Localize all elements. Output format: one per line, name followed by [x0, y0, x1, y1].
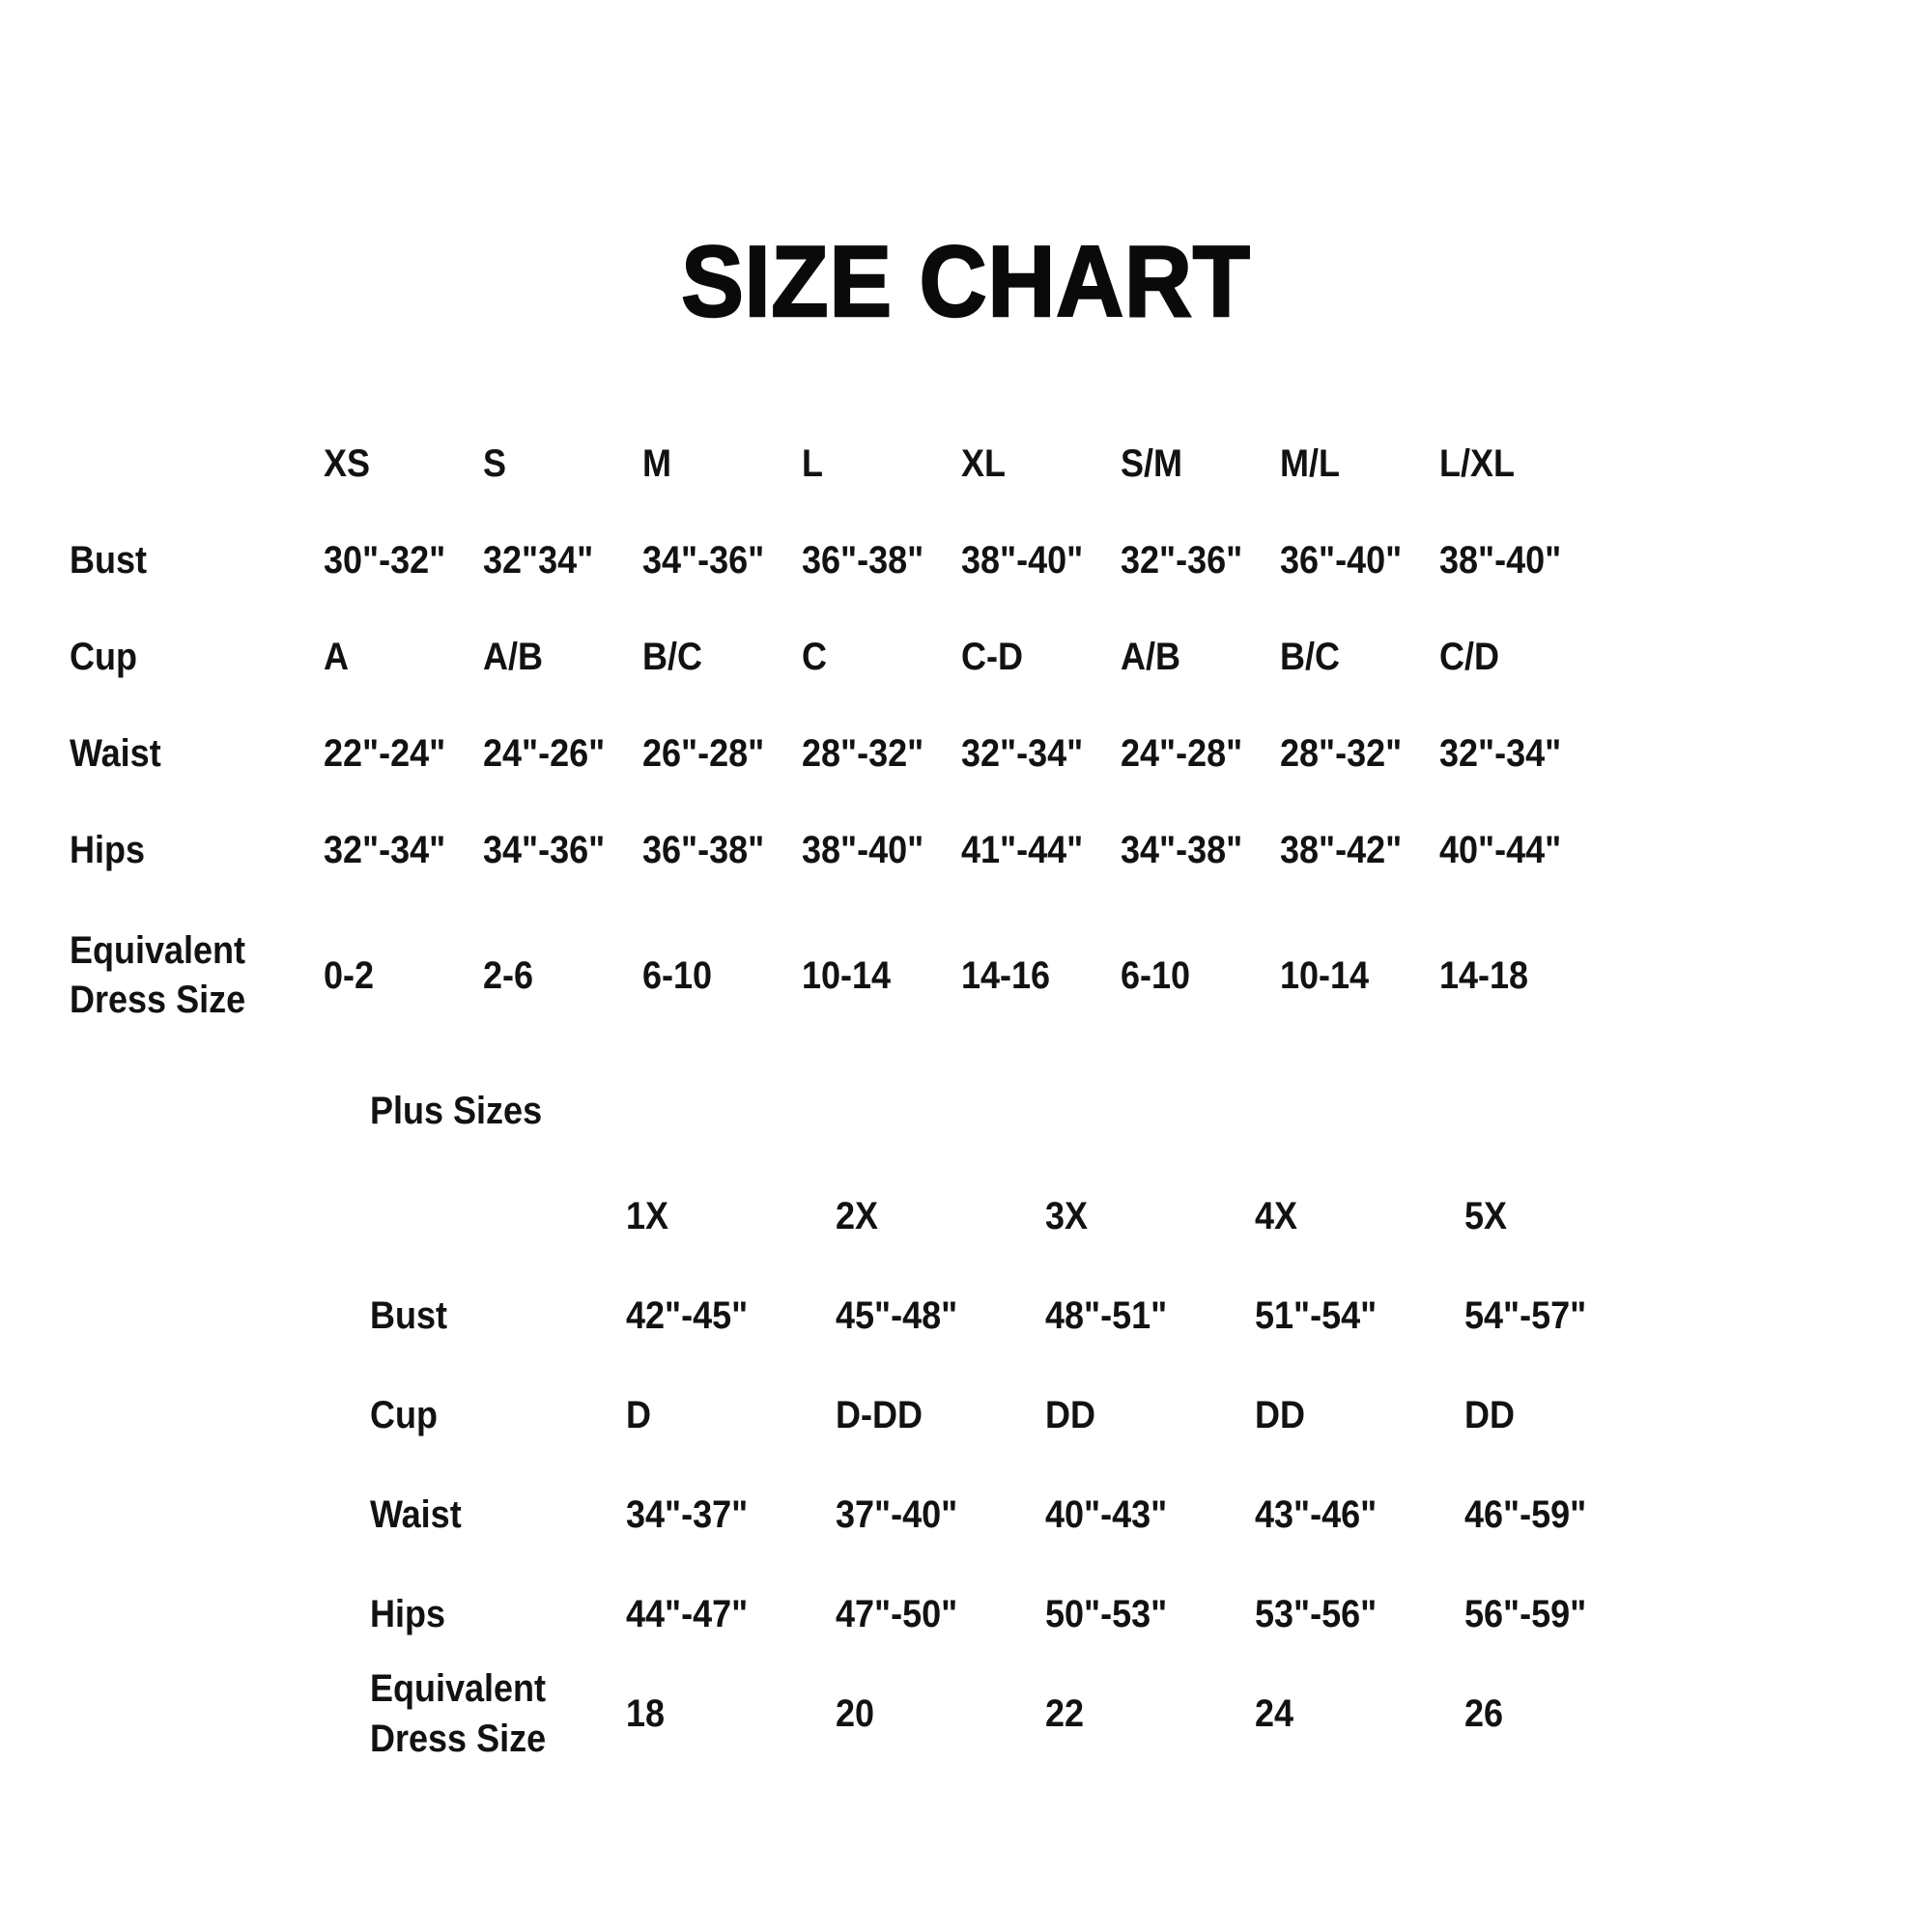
table-cell: 34"-36" [483, 828, 606, 871]
table-cell: 6-10 [642, 953, 713, 997]
table-cell: 54"-57" [1464, 1294, 1587, 1337]
plus-sizes-table: 1X 2X 3X 4X 5X Bust 42"-45" 45"-48" 48"-51" 51"-5… [370, 1167, 1674, 1764]
column-header-xs: XS [324, 441, 371, 485]
column-header-xl: XL [961, 441, 1007, 485]
row-label-hips: Hips [370, 1593, 446, 1635]
row-label-equivalent-dress-size: Equivalent Dress Size [370, 1664, 601, 1764]
table-cell: 42"-45" [626, 1294, 749, 1337]
table-cell: 40"-43" [1045, 1493, 1168, 1536]
table-cell: 14-18 [1439, 953, 1529, 997]
table-cell: 28"-32" [802, 731, 924, 775]
column-header-2x: 2X [836, 1195, 879, 1237]
row-label-hips: Hips [70, 828, 146, 871]
table-cell: C [802, 635, 828, 678]
table-cell: B/C [1280, 635, 1341, 678]
table-cell: C-D [961, 635, 1023, 678]
plus-sizes-label: Plus Sizes [370, 1090, 543, 1132]
table-cell: 38"-40" [961, 538, 1084, 582]
table-cell: 43"-46" [1255, 1493, 1378, 1536]
table-cell: 36"-38" [802, 538, 924, 582]
column-header-m: M [642, 441, 671, 485]
table-cell: 34"-36" [642, 538, 765, 582]
row-label-equivalent-dress-size: Equivalent Dress Size [70, 898, 298, 1053]
table-cell: 50"-53" [1045, 1593, 1168, 1635]
table-cell: 38"-40" [802, 828, 924, 871]
table-cell: 10-14 [802, 953, 892, 997]
table-cell: 41"-44" [961, 828, 1084, 871]
table-cell: 48"-51" [1045, 1294, 1168, 1337]
row-label-bust: Bust [370, 1294, 448, 1337]
table-cell: 53"-56" [1255, 1593, 1378, 1635]
row-label-line: Equivalent [70, 928, 246, 972]
page-title: SIZE CHART [680, 225, 1251, 338]
table-cell: DD [1045, 1394, 1096, 1436]
table-cell: 32"34" [483, 538, 594, 582]
table-cell: 14-16 [961, 953, 1051, 997]
table-cell: 10-14 [1280, 953, 1370, 997]
page-title-container: SIZE CHART [0, 164, 1932, 399]
table-cell: A [324, 635, 350, 678]
table-cell: 32"-36" [1121, 538, 1243, 582]
table-cell: 24 [1255, 1692, 1294, 1735]
column-header-3x: 3X [1045, 1195, 1089, 1237]
column-header-m-l: M/L [1280, 441, 1340, 485]
table-cell: 38"-40" [1439, 538, 1562, 582]
column-header-l-xl: L/XL [1439, 441, 1516, 485]
row-label-line: Dress Size [70, 979, 246, 1021]
table-cell: 0-2 [324, 953, 375, 997]
table-cell: A/B [483, 635, 544, 678]
column-header-s: S [483, 441, 507, 485]
row-label-cup: Cup [70, 635, 137, 678]
table-cell: 36"-40" [1280, 538, 1403, 582]
row-label-waist: Waist [370, 1493, 462, 1536]
column-header-4x: 4X [1255, 1195, 1298, 1237]
table-cell: 22"-24" [324, 731, 446, 775]
table-cell: B/C [642, 635, 703, 678]
table-cell: 20 [836, 1692, 875, 1735]
column-header-5x: 5X [1464, 1195, 1508, 1237]
column-header-l: L [802, 441, 823, 485]
column-header-s-m: S/M [1121, 441, 1183, 485]
table-cell: 38"-42" [1280, 828, 1403, 871]
table-cell: 46"-59" [1464, 1493, 1587, 1536]
table-cell: 28"-32" [1280, 731, 1403, 775]
table-cell: 24"-28" [1121, 731, 1243, 775]
table-cell: C/D [1439, 635, 1500, 678]
table-cell: 47"-50" [836, 1593, 958, 1635]
table-cell: 26 [1464, 1692, 1504, 1735]
plus-sizes-corner-cell [370, 1167, 601, 1266]
table-cell: 34"-38" [1121, 828, 1243, 871]
table-cell: 51"-54" [1255, 1294, 1378, 1337]
table-cell: 22 [1045, 1692, 1085, 1735]
table-cell: A/B [1121, 635, 1181, 678]
table-cell: 36"-38" [642, 828, 765, 871]
table-cell: 18 [626, 1692, 666, 1735]
table-cell: DD [1464, 1394, 1516, 1436]
column-header-1x: 1X [626, 1195, 669, 1237]
row-label-bust: Bust [70, 538, 148, 582]
table-cell: D-DD [836, 1394, 923, 1436]
table-cell: 24"-26" [483, 731, 606, 775]
table-cell: 37"-40" [836, 1493, 958, 1536]
table-cell: 32"-34" [961, 731, 1084, 775]
row-label-waist: Waist [70, 731, 161, 775]
table-cell: 26"-28" [642, 731, 765, 775]
table-cell: 30"-32" [324, 538, 446, 582]
standard-sizes-table: XS S M L XL S/M M/L L/XL Bust 30"-32" 32"34" 34"-36… [70, 415, 1599, 1022]
standard-sizes-corner-cell [70, 415, 298, 512]
table-cell: 40"-44" [1439, 828, 1562, 871]
table-cell: D [626, 1394, 652, 1436]
row-label-line: Equivalent [370, 1667, 547, 1711]
table-cell: 34"-37" [626, 1493, 749, 1536]
table-cell: 6-10 [1121, 953, 1191, 997]
table-cell: 56"-59" [1464, 1593, 1587, 1635]
row-label-cup: Cup [370, 1394, 438, 1436]
table-cell: 45"-48" [836, 1294, 958, 1337]
row-label-line: Dress Size [370, 1717, 547, 1760]
table-cell: 2-6 [483, 953, 534, 997]
table-cell: 32"-34" [1439, 731, 1562, 775]
table-cell: 44"-47" [626, 1593, 749, 1635]
table-cell: 32"-34" [324, 828, 446, 871]
table-cell: DD [1255, 1394, 1306, 1436]
